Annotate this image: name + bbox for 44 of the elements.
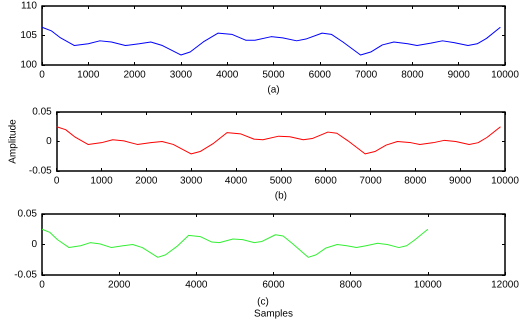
x-tick-label: 7000: [359, 176, 382, 186]
x-tick-label: 2000: [108, 280, 131, 290]
line-series: [56, 126, 502, 154]
x-tick-label: 3000: [180, 176, 203, 186]
y-tick-label: 100: [20, 60, 38, 70]
x-tick-label: 10000: [491, 70, 520, 80]
x-tick-label: 4000: [216, 70, 239, 80]
x-tick-label: 8000: [404, 176, 427, 186]
x-tick-label: 8000: [401, 70, 424, 80]
y-tick-label: 0: [31, 239, 38, 250]
x-tick-label: 6000: [262, 280, 286, 290]
x-tick-label: 3000: [170, 70, 192, 80]
y-tick-label: 110: [21, 0, 38, 12]
x-tick-label: 4000: [224, 176, 248, 186]
y-tick-label: -0.05: [14, 270, 38, 280]
x-tick-label: 10000: [491, 176, 520, 186]
x-tick-label: 6000: [314, 176, 338, 186]
x-tick-label: 9000: [449, 176, 472, 186]
y-tick-label: -0.05: [28, 166, 52, 176]
x-tick-label: 1000: [90, 176, 114, 186]
y-tick-label: 0.05: [18, 208, 38, 220]
x-tick-label: 5000: [262, 70, 286, 80]
y-tick-label: 0: [46, 136, 52, 147]
text: (c): [257, 296, 269, 308]
x-tick-label: 5000: [270, 176, 292, 186]
x-tick-label: 1000: [77, 70, 100, 80]
x-tick-label: 9000: [448, 70, 470, 80]
x-axis-title: (a): [267, 84, 280, 96]
x-axis-title: Samples: [254, 308, 293, 320]
x-tick-label: 2000: [135, 176, 158, 186]
x-tick-label: 6000: [308, 70, 332, 80]
x-tick-label: 12000: [491, 280, 520, 290]
x-tick-label: 10000: [414, 280, 442, 290]
x-tick-label: 7000: [354, 70, 378, 80]
y-tick-label: 0.05: [32, 106, 52, 118]
line-series: [42, 26, 501, 56]
x-tick-label: 8000: [340, 280, 362, 290]
y-axis-title: Amplitude: [8, 118, 18, 164]
line-series: [42, 228, 428, 258]
y-tick-label: 105: [20, 30, 38, 41]
x-axis-title: (b): [274, 190, 287, 202]
x-tick-label: 0: [54, 176, 60, 186]
x-tick-label: 4000: [185, 280, 208, 290]
x-tick-label: 2000: [123, 70, 146, 80]
